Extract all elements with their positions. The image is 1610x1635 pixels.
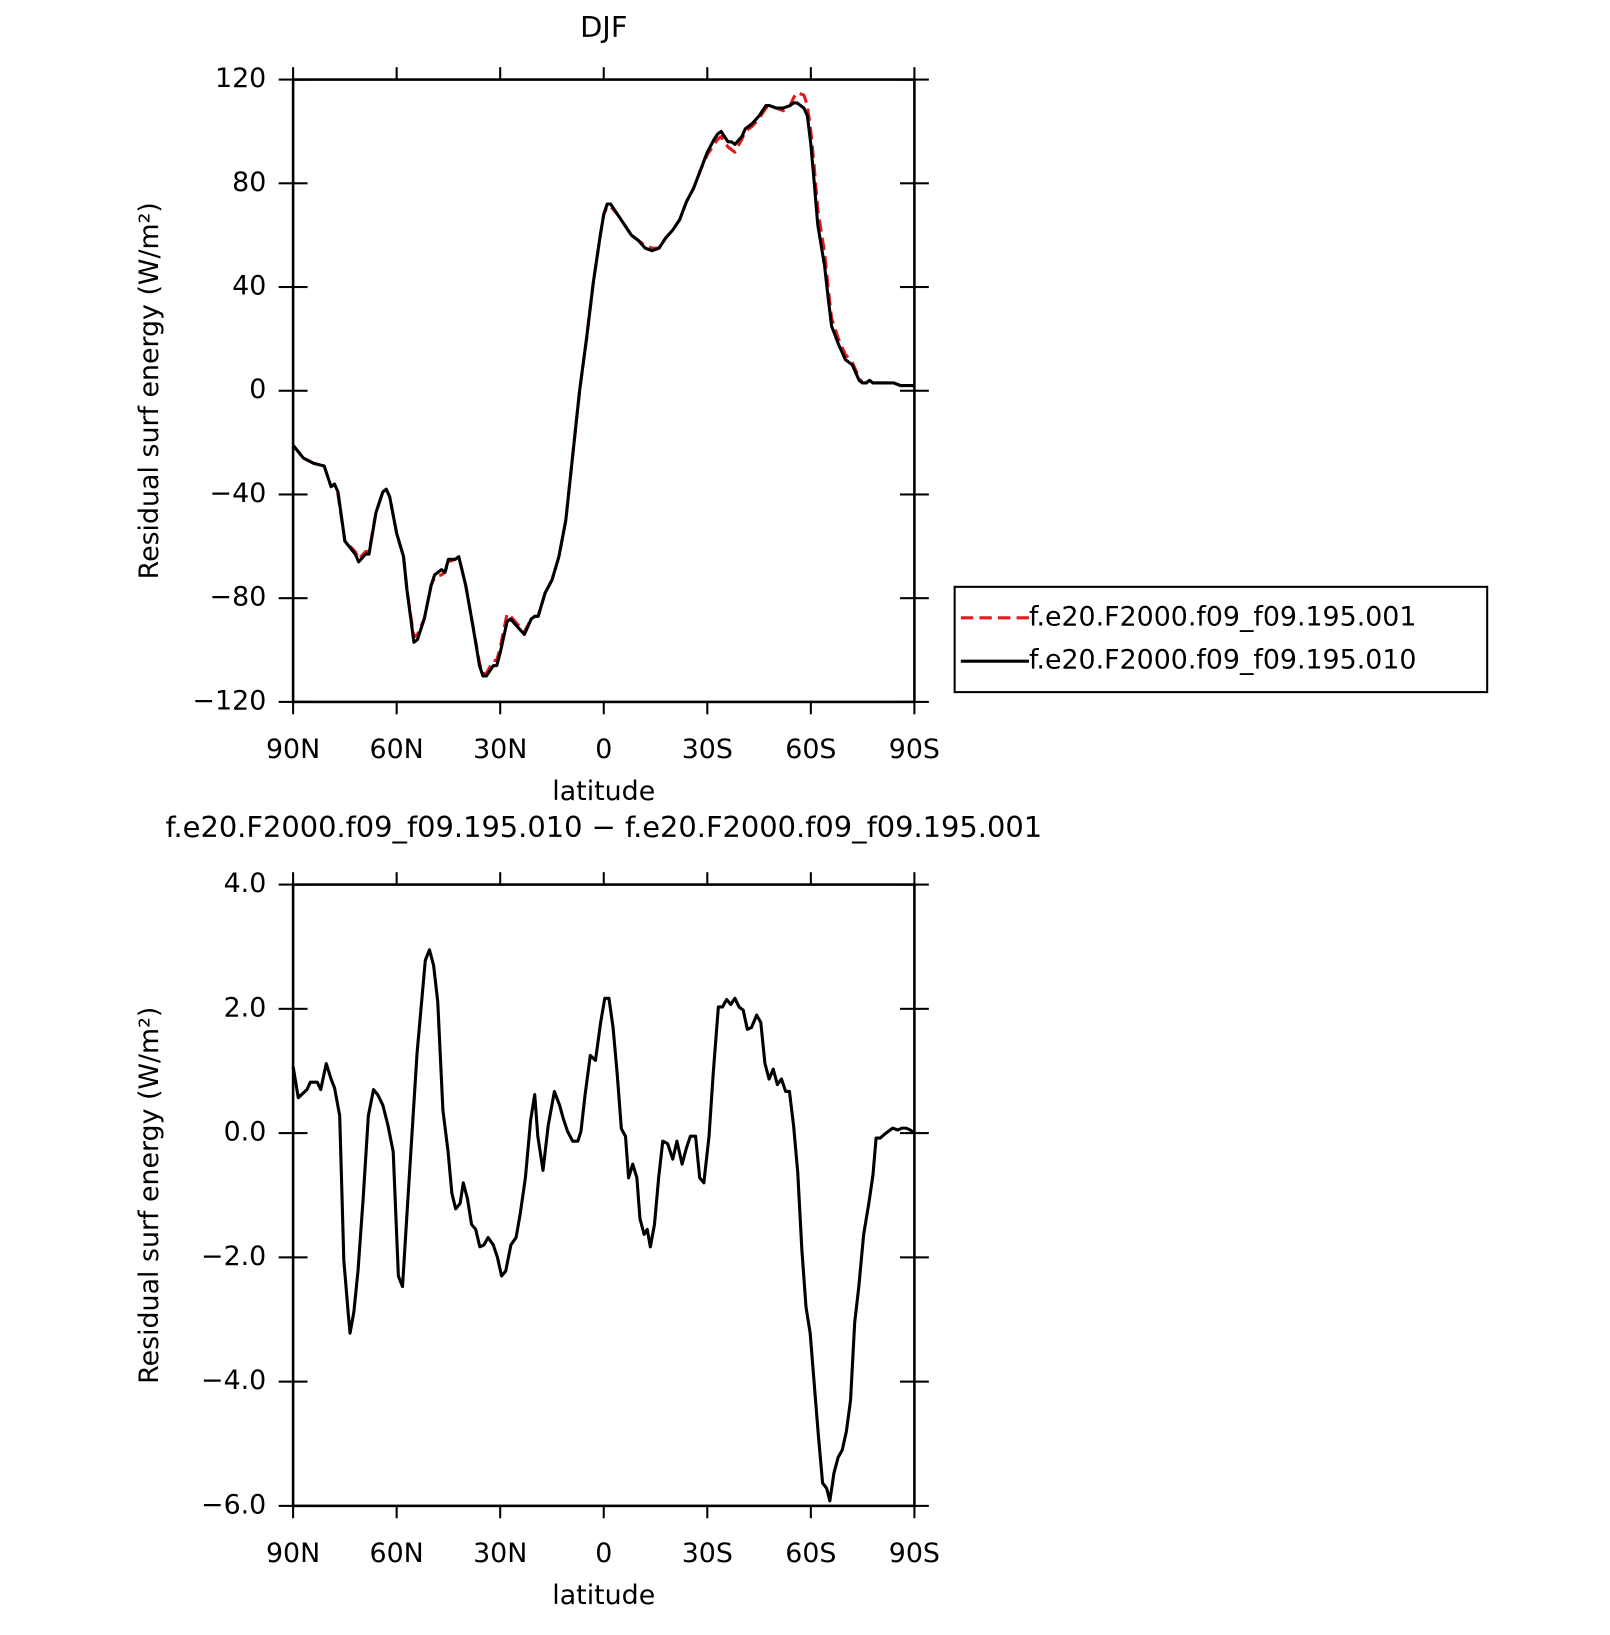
x-axis-label: latitude (552, 1580, 655, 1611)
x-tick-label: 90N (266, 734, 320, 765)
y-tick-label: 0.0 (224, 1117, 267, 1148)
panel: f.e20.F2000.f09_f09.195.010 − f.e20.F200… (134, 810, 1042, 1611)
y-tick-label: 40 (232, 271, 266, 302)
plot-frame (291, 78, 916, 704)
x-tick-label: 0 (595, 1538, 612, 1569)
chart-title: DJF (580, 10, 627, 44)
y-tick-label: 0 (249, 374, 266, 405)
x-axis-label: latitude (552, 776, 655, 807)
y-axis-label: Residual surf energy (W/m²) (134, 202, 165, 579)
x-tick-label: 30N (473, 1538, 527, 1569)
x-tick-label: 30N (473, 734, 527, 765)
x-tick-label: 30S (682, 1538, 733, 1569)
x-tick-label: 90S (889, 1538, 940, 1569)
x-tick-label: 0 (595, 734, 612, 765)
y-tick-label: 4.0 (224, 868, 267, 899)
y-axis-label: Residual surf energy (W/m²) (134, 1007, 165, 1384)
y-tick-label: 2.0 (224, 992, 267, 1023)
y-tick-label: −2.0 (201, 1241, 266, 1272)
y-tick-label: −4.0 (201, 1365, 266, 1396)
y-tick-label: 120 (215, 63, 266, 94)
data-line (291, 101, 915, 678)
x-tick-label: 60N (370, 1538, 424, 1569)
x-tick-label: 60S (785, 734, 836, 765)
y-tick-label: 80 (232, 167, 266, 198)
x-tick-label: 30S (682, 734, 733, 765)
panel: DJF −120 −80 −40 0 40 80 120 90N 60N 30N 0 30S 60S 90S… (134, 10, 1489, 807)
y-tick-label: −6.0 (201, 1489, 266, 1520)
x-tick-label: 90N (266, 1538, 320, 1569)
legend-label: f.e20.F2000.f09_f09.195.010 (1029, 645, 1416, 676)
data-line (291, 90, 915, 675)
legend-label: f.e20.F2000.f09_f09.195.001 (1029, 601, 1416, 632)
x-tick-label: 60S (785, 1538, 836, 1569)
data-line (291, 948, 916, 1503)
plot-frame (291, 883, 916, 1508)
y-tick-label: −40 (210, 478, 267, 509)
x-tick-label: 60N (370, 734, 424, 765)
y-tick-label: −80 (210, 582, 267, 613)
x-tick-label: 90S (889, 734, 940, 765)
y-tick-label: −120 (193, 685, 267, 716)
chart-title: f.e20.F2000.f09_f09.195.010 − f.e20.F200… (165, 810, 1042, 844)
legend-box (953, 585, 1489, 694)
